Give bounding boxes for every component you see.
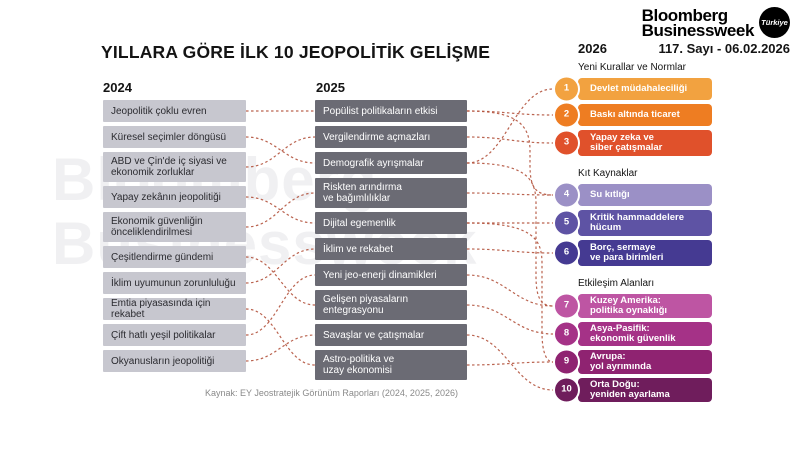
column-header-2025: 2025 <box>316 80 345 95</box>
logo-line2: Businessweek <box>641 20 755 40</box>
item-2026-6: 6 Borç, sermaye ve para birimleri <box>553 239 712 267</box>
item-2024-5: Ekonomik güvenliğin önceliklendirilmesi <box>103 212 246 242</box>
item-2025-2: Vergilendirme açmazları <box>315 126 467 148</box>
item-2026-7: 7 Kuzey Amerika: politika oynaklığı <box>553 292 712 320</box>
rank-badge-8: 8 <box>553 320 580 348</box>
item-2026-1-label: Devlet müdahaleciliği <box>590 82 688 94</box>
rank-badge-7: 7 <box>553 292 580 320</box>
item-2026-2: 2 Baskı altında ticaret <box>553 101 712 129</box>
item-2026-7-label: Kuzey Amerika: politika oynaklığı <box>590 294 668 316</box>
page-title: YILLARA GÖRE İLK 10 JEOPOLİTİK GELİŞME <box>101 42 491 62</box>
item-2025-7: Yeni jeo-enerji dinamikleri <box>315 264 467 286</box>
turkiye-badge: Türkiye <box>759 7 790 38</box>
item-2026-3-label: Yapay zeka ve siber çatışmalar <box>590 131 663 153</box>
bloomberg-businessweek-logo: Bloomberg Businessweek Türkiye <box>641 5 790 40</box>
item-2025-6: İklim ve rekabet <box>315 238 467 260</box>
column-2026: Yeni Kurallar ve Normlar 1 Devlet müdaha… <box>553 62 712 404</box>
rank-badge-9: 9 <box>553 348 580 376</box>
item-2026-3: 3 Yapay zeka ve siber çatışmalar <box>553 129 712 157</box>
column-2025: Popülist politikaların etkisi Vergilendi… <box>315 100 467 380</box>
issue-date: 117. Sayı - 06.02.2026 <box>658 41 790 56</box>
item-2024-9: Çift hatlı yeşil politikalar <box>103 324 246 346</box>
item-2024-7: İklim uyumunun zorunluluğu <box>103 272 246 294</box>
item-2024-6: Çeşitlendirme gündemi <box>103 246 246 268</box>
group-title-scarce-resources: Kıt Kaynaklar <box>578 168 638 179</box>
item-2026-10: 10 Orta Doğu: yeniden ayarlama <box>553 376 712 404</box>
item-2024-8: Emtia piyasasında için rekabet <box>103 298 246 320</box>
group-title-new-rules: Yeni Kurallar ve Normlar <box>578 62 687 73</box>
item-2024-2: Küresel seçimler döngüsü <box>103 126 246 148</box>
item-2025-3: Demografik ayrışmalar <box>315 152 467 174</box>
item-2026-9: 9 Avrupa: yol ayrımında <box>553 348 712 376</box>
item-2026-2-label: Baskı altında ticaret <box>590 108 680 120</box>
logo-wordmark: Bloomberg Businessweek <box>641 5 755 40</box>
item-2026-4-label: Su kıtlığı <box>590 188 630 200</box>
rank-badge-3: 3 <box>553 129 580 157</box>
item-2026-8: 8 Asya-Pasifik: ekonomik güvenlik <box>553 320 712 348</box>
rank-badge-2: 2 <box>553 101 580 129</box>
rank-badge-6: 6 <box>553 239 580 267</box>
item-2024-10: Okyanusların jeopolitiği <box>103 350 246 372</box>
item-2024-3: ABD ve Çin'de iç siyasi ve ekonomik zorl… <box>103 152 246 182</box>
item-2025-8: Gelişen piyasaların entegrasyonu <box>315 290 467 320</box>
item-2024-1: Jeopolitik çoklu evren <box>103 100 246 122</box>
item-2026-4: 4 Su kıtlığı <box>553 181 712 209</box>
column-2024: Jeopolitik çoklu evren Küresel seçimler … <box>103 100 246 372</box>
column-header-2026: 2026 <box>578 41 607 56</box>
item-2026-8-label: Asya-Pasifik: ekonomik güvenlik <box>590 322 676 344</box>
item-2026-5-label: Kritik hammaddelere hücum <box>590 211 684 233</box>
rank-badge-10: 10 <box>553 376 580 404</box>
item-2026-9-label: Avrupa: yol ayrımında <box>590 350 652 372</box>
source-note: Kaynak: EY Jeostratejik Görünüm Raporlar… <box>205 388 458 398</box>
item-2026-5: 5 Kritik hammaddelere hücum <box>553 209 712 237</box>
item-2026-6-label: Borç, sermaye ve para birimleri <box>590 241 664 263</box>
item-2025-5: Dijital egemenlik <box>315 212 467 234</box>
item-2025-1: Popülist politikaların etkisi <box>315 100 467 122</box>
item-2025-4: Riskten arındırma ve bağımlılıklar <box>315 178 467 208</box>
item-2024-4: Yapay zekânın jeopolitiği <box>103 186 246 208</box>
rank-badge-5: 5 <box>553 209 580 237</box>
rank-badge-1: 1 <box>553 75 580 103</box>
rank-badge-4: 4 <box>553 181 580 209</box>
item-2025-9: Savaşlar ve çatışmalar <box>315 324 467 346</box>
item-2026-1: 1 Devlet müdahaleciliği <box>553 75 712 103</box>
logo-line1: Bloomberg <box>641 5 729 25</box>
item-2025-10: Astro-politika ve uzay ekonomisi <box>315 350 467 380</box>
column-header-2024: 2024 <box>103 80 132 95</box>
group-title-interaction-areas: Etkileşim Alanları <box>578 278 655 289</box>
item-2026-10-label: Orta Doğu: yeniden ayarlama <box>590 378 670 400</box>
